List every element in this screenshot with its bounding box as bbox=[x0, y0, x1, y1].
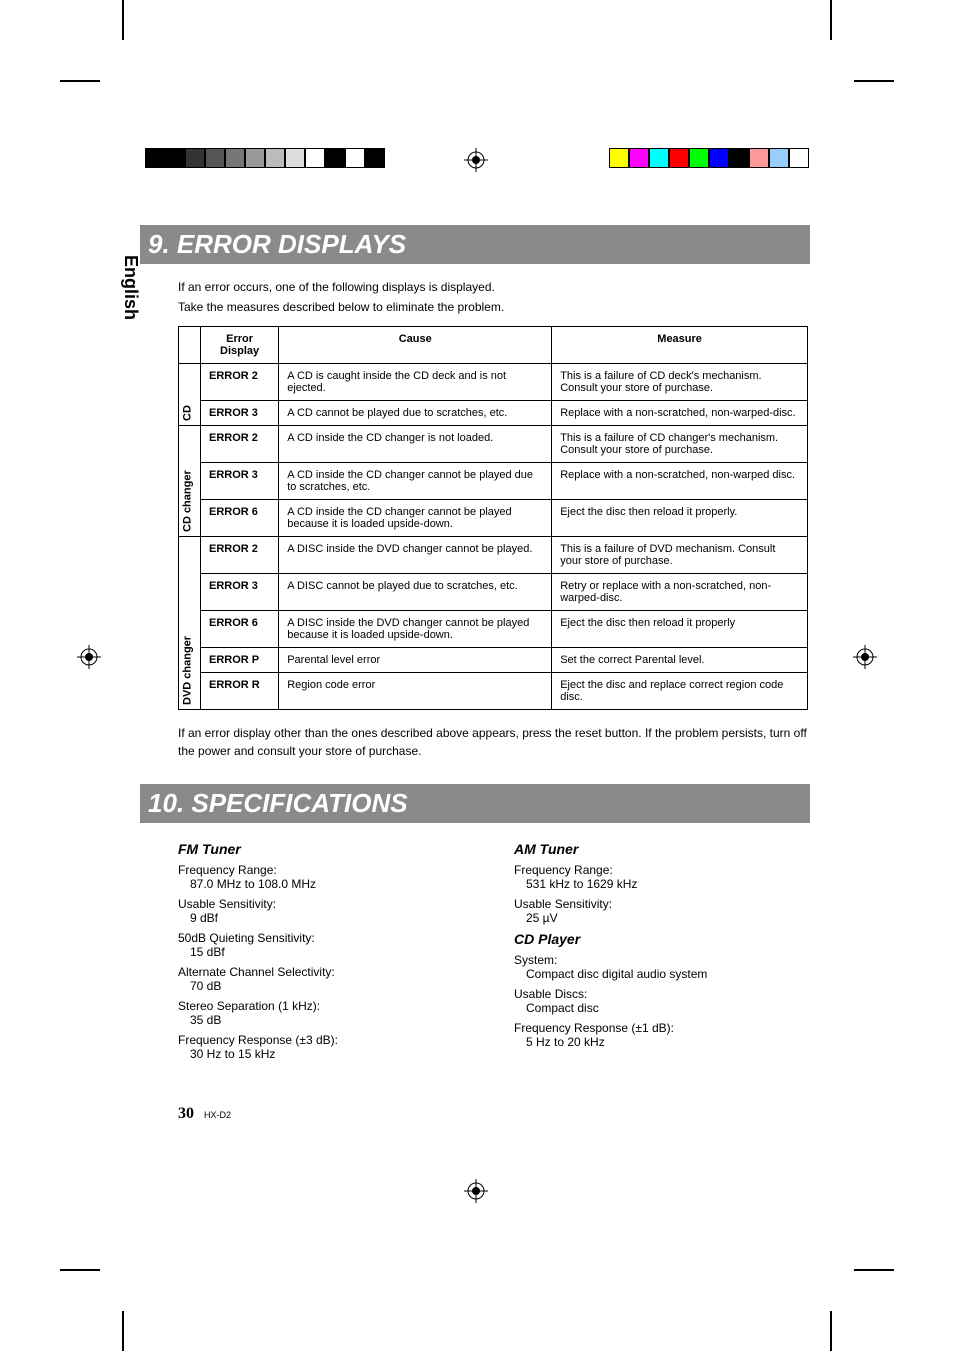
error-measure: This is a failure of CD deck's mechanism… bbox=[552, 364, 808, 401]
error-cause: A CD inside the CD changer cannot be pla… bbox=[279, 463, 552, 500]
error-cause: A DISC inside the DVD changer cannot be … bbox=[279, 537, 552, 574]
spec-heading: FM Tuner bbox=[178, 841, 474, 857]
color-bars bbox=[145, 148, 385, 168]
error-cause: A DISC cannot be played due to scratches… bbox=[279, 574, 552, 611]
footnote: If an error display other than the ones … bbox=[178, 724, 810, 760]
error-measure: Set the correct Parental level. bbox=[552, 648, 808, 673]
table-row: ERROR 3A CD inside the CD changer cannot… bbox=[179, 463, 808, 500]
group-label: CD changer bbox=[179, 426, 201, 537]
error-code: ERROR 6 bbox=[201, 611, 279, 648]
spec-item: System:Compact disc digital audio system bbox=[514, 953, 810, 981]
error-code: ERROR 3 bbox=[201, 463, 279, 500]
table-row: ERROR RRegion code errorEject the disc a… bbox=[179, 673, 808, 710]
error-measure: Eject the disc and replace correct regio… bbox=[552, 673, 808, 710]
error-code: ERROR 6 bbox=[201, 500, 279, 537]
spec-item: Frequency Range:531 kHz to 1629 kHz bbox=[514, 863, 810, 891]
error-measure: Retry or replace with a non-scratched, n… bbox=[552, 574, 808, 611]
specifications: FM Tuner Frequency Range:87.0 MHz to 108.… bbox=[178, 837, 810, 1067]
section-heading: 9. ERROR DISPLAYS bbox=[140, 225, 810, 264]
page-number: 30HX-D2 bbox=[178, 1105, 231, 1123]
table-row: DVD changerERROR 2A DISC inside the DVD … bbox=[179, 537, 808, 574]
error-code: ERROR 2 bbox=[201, 364, 279, 401]
spec-item: Alternate Channel Selectivity:70 dB bbox=[178, 965, 474, 993]
error-measure: Replace with a non-scratched, non-warped… bbox=[552, 463, 808, 500]
spec-item: 50dB Quieting Sensitivity:15 dBf bbox=[178, 931, 474, 959]
group-label: DVD changer bbox=[179, 537, 201, 710]
error-cause: Region code error bbox=[279, 673, 552, 710]
table-row: ERROR PParental level errorSet the corre… bbox=[179, 648, 808, 673]
error-cause: A DISC inside the DVD changer cannot be … bbox=[279, 611, 552, 648]
intro-text: Take the measures described below to eli… bbox=[178, 298, 810, 316]
error-cause: A CD cannot be played due to scratches, … bbox=[279, 401, 552, 426]
spec-item: Usable Discs:Compact disc bbox=[514, 987, 810, 1015]
section-heading: 10. SPECIFICATIONS bbox=[140, 784, 810, 823]
spec-item: Usable Sensitivity:9 dBf bbox=[178, 897, 474, 925]
table-row: ERROR 3A DISC cannot be played due to sc… bbox=[179, 574, 808, 611]
spec-item: Stereo Separation (1 kHz):35 dB bbox=[178, 999, 474, 1027]
language-tab: English bbox=[120, 255, 141, 320]
error-measure: This is a failure of DVD mechanism. Cons… bbox=[552, 537, 808, 574]
registration-mark-icon bbox=[464, 148, 488, 172]
color-bars bbox=[609, 148, 809, 168]
error-table: Error DisplayCauseMeasureCDERROR 2A CD i… bbox=[178, 326, 808, 710]
table-row: ERROR 6A DISC inside the DVD changer can… bbox=[179, 611, 808, 648]
error-code: ERROR 3 bbox=[201, 574, 279, 611]
col-header: Cause bbox=[279, 327, 552, 364]
intro-text: If an error occurs, one of the following… bbox=[178, 278, 810, 296]
error-measure: This is a failure of CD changer's mechan… bbox=[552, 426, 808, 463]
error-cause: A CD inside the CD changer cannot be pla… bbox=[279, 500, 552, 537]
spec-item: Frequency Response (±3 dB):30 Hz to 15 k… bbox=[178, 1033, 474, 1061]
group-label: CD bbox=[179, 364, 201, 426]
error-code: ERROR 3 bbox=[201, 401, 279, 426]
error-cause: A CD is caught inside the CD deck and is… bbox=[279, 364, 552, 401]
error-code: ERROR R bbox=[201, 673, 279, 710]
registration-mark-icon bbox=[464, 1179, 488, 1203]
error-cause: Parental level error bbox=[279, 648, 552, 673]
error-code: ERROR 2 bbox=[201, 426, 279, 463]
error-code: ERROR P bbox=[201, 648, 279, 673]
error-cause: A CD inside the CD changer is not loaded… bbox=[279, 426, 552, 463]
spec-heading: CD Player bbox=[514, 931, 810, 947]
error-measure: Eject the disc then reload it properly. bbox=[552, 500, 808, 537]
spec-heading: AM Tuner bbox=[514, 841, 810, 857]
table-row: ERROR 3A CD cannot be played due to scra… bbox=[179, 401, 808, 426]
col-header: Measure bbox=[552, 327, 808, 364]
error-measure: Replace with a non-scratched, non-warped… bbox=[552, 401, 808, 426]
table-row: CD changerERROR 2A CD inside the CD chan… bbox=[179, 426, 808, 463]
error-measure: Eject the disc then reload it properly bbox=[552, 611, 808, 648]
spec-item: Frequency Response (±1 dB):5 Hz to 20 kH… bbox=[514, 1021, 810, 1049]
spec-item: Usable Sensitivity:25 µV bbox=[514, 897, 810, 925]
error-code: ERROR 2 bbox=[201, 537, 279, 574]
page-content: English 9. ERROR DISPLAYS If an error oc… bbox=[140, 225, 810, 1067]
table-row: ERROR 6A CD inside the CD changer cannot… bbox=[179, 500, 808, 537]
registration-mark-icon bbox=[77, 645, 101, 669]
spec-item: Frequency Range:87.0 MHz to 108.0 MHz bbox=[178, 863, 474, 891]
table-row: CDERROR 2A CD is caught inside the CD de… bbox=[179, 364, 808, 401]
col-header: Error Display bbox=[201, 327, 279, 364]
registration-mark-icon bbox=[853, 645, 877, 669]
